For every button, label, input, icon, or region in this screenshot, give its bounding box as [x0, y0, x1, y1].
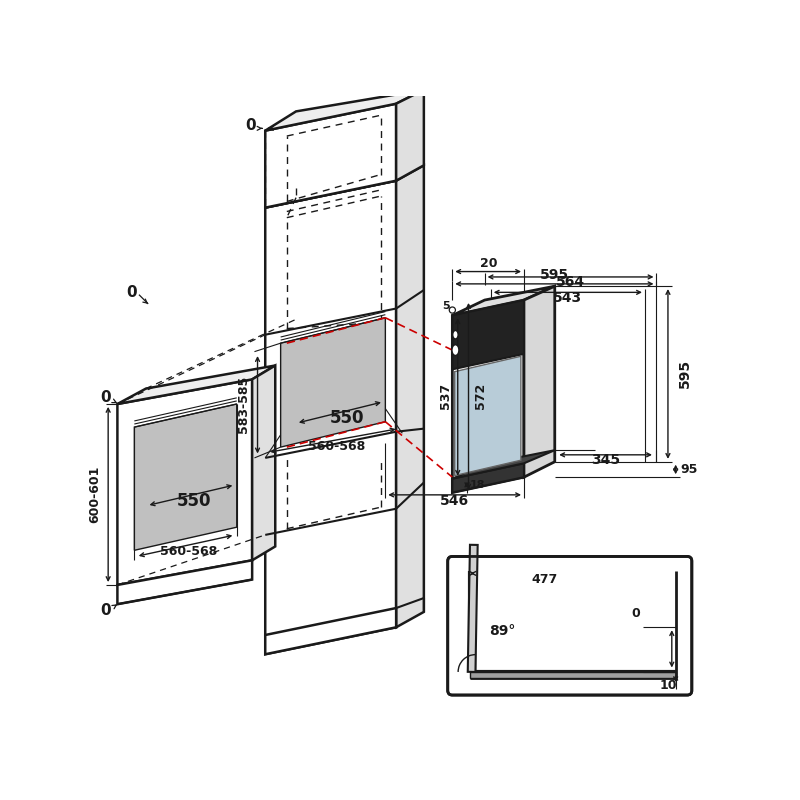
- Polygon shape: [281, 318, 386, 447]
- Polygon shape: [470, 672, 676, 678]
- Polygon shape: [452, 286, 554, 315]
- Text: 550: 550: [330, 409, 364, 427]
- Polygon shape: [468, 545, 478, 672]
- Text: 583-585: 583-585: [237, 375, 250, 433]
- Text: 572: 572: [474, 383, 486, 410]
- Text: 550: 550: [177, 492, 212, 510]
- Polygon shape: [118, 560, 252, 604]
- Text: 564: 564: [555, 275, 585, 290]
- Text: 546: 546: [440, 494, 470, 508]
- Polygon shape: [118, 366, 275, 404]
- Text: 345: 345: [591, 454, 620, 467]
- Text: 543: 543: [554, 290, 582, 305]
- Text: 600-601: 600-601: [88, 466, 101, 522]
- Ellipse shape: [452, 345, 459, 355]
- Polygon shape: [252, 366, 275, 560]
- Polygon shape: [266, 90, 424, 130]
- Text: 0: 0: [246, 118, 256, 133]
- Circle shape: [450, 307, 455, 313]
- Polygon shape: [118, 379, 252, 585]
- Polygon shape: [396, 90, 424, 181]
- Text: 5: 5: [442, 302, 450, 311]
- Polygon shape: [266, 608, 396, 654]
- Polygon shape: [452, 300, 524, 370]
- Text: 10: 10: [659, 678, 677, 691]
- Text: 595: 595: [540, 268, 570, 282]
- Text: 0: 0: [101, 390, 111, 406]
- Polygon shape: [266, 166, 424, 208]
- FancyBboxPatch shape: [448, 557, 692, 695]
- Text: 20: 20: [480, 258, 498, 270]
- Polygon shape: [134, 404, 237, 550]
- Polygon shape: [266, 181, 396, 654]
- Text: 0: 0: [126, 285, 137, 300]
- Text: 477: 477: [532, 573, 558, 586]
- Text: 537: 537: [439, 383, 452, 410]
- Polygon shape: [266, 104, 396, 208]
- Polygon shape: [452, 463, 524, 493]
- Text: 560-568: 560-568: [160, 546, 217, 558]
- Text: 595: 595: [678, 358, 692, 388]
- Text: 18: 18: [470, 480, 485, 490]
- Ellipse shape: [453, 330, 458, 339]
- Polygon shape: [396, 166, 424, 627]
- Polygon shape: [454, 356, 521, 476]
- Text: 89°: 89°: [490, 624, 515, 638]
- Polygon shape: [524, 286, 554, 477]
- Text: 560-568: 560-568: [308, 440, 366, 453]
- Text: 0: 0: [631, 607, 640, 620]
- Text: 0: 0: [101, 603, 111, 618]
- Polygon shape: [452, 300, 524, 493]
- Text: 95: 95: [681, 463, 698, 476]
- Polygon shape: [452, 450, 554, 478]
